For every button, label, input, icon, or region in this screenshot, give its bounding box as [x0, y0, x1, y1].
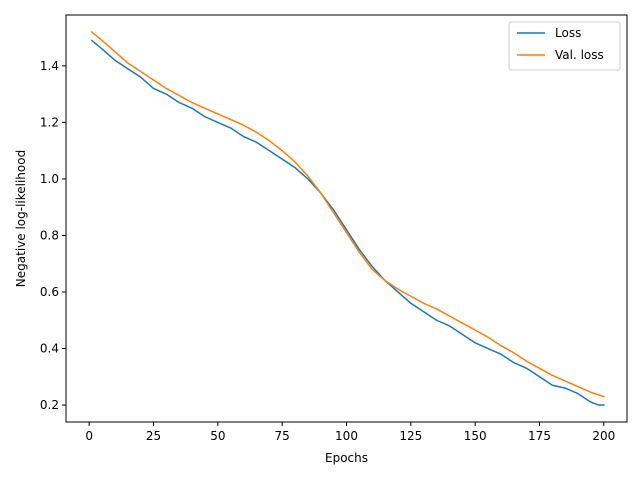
y-axis-label: Negative log-likelihood [14, 150, 28, 287]
plot-area [66, 15, 627, 422]
x-axis-ticks: 0 25 50 75 100 125 150 175 200 [85, 422, 615, 443]
series-line-loss [90, 39, 605, 406]
x-tick-label: 75 [275, 429, 290, 443]
series-layer [90, 30, 605, 406]
y-tick-label: 1.4 [40, 59, 59, 73]
x-tick-label: 125 [399, 429, 422, 443]
legend: Loss Val. loss [508, 21, 621, 71]
y-tick-label: 0.4 [40, 342, 59, 356]
x-tick-label: 25 [146, 429, 161, 443]
x-tick-label: 200 [592, 429, 615, 443]
x-tick-label: 50 [210, 429, 225, 443]
axes-frame [65, 14, 628, 423]
y-tick-label: 0.2 [40, 398, 59, 412]
y-axis-ticks: 0.2 0.4 0.6 0.8 1.0 1.2 1.4 [40, 59, 66, 412]
x-tick-label: 150 [464, 429, 487, 443]
y-tick-label: 1.2 [40, 115, 59, 129]
y-tick-label: 0.6 [40, 285, 59, 299]
series-line-val-loss [90, 30, 605, 398]
x-tick-label: 100 [335, 429, 358, 443]
legend-label-loss: Loss [555, 26, 581, 40]
axes-background [66, 15, 627, 422]
x-tick-label: 175 [528, 429, 551, 443]
legend-box [508, 21, 621, 71]
y-tick-label: 0.8 [40, 228, 59, 242]
legend-label-val-loss: Val. loss [555, 48, 604, 62]
y-tick-label: 1.0 [40, 172, 59, 186]
x-tick-label: 0 [85, 429, 93, 443]
x-axis-label: Epochs [325, 451, 368, 465]
